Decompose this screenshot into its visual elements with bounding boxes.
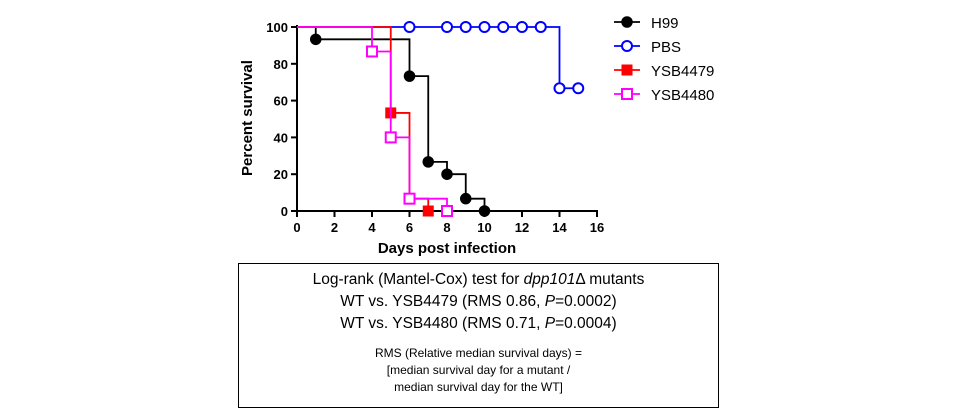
legend-label-h99: H99 [651, 15, 679, 32]
y-tick-label: 40 [274, 130, 288, 145]
statistics-box: Log-rank (Mantel-Cox) test for dpp101Δ m… [238, 263, 719, 408]
rms-definition: RMS (Relative median survival days) = [m… [239, 345, 718, 396]
legend-marker-pbs [621, 40, 633, 52]
survival-chart: 0 2 4 6 8 10 12 14 16 0 20 40 60 80 100 H99 PBS YSB4479 Y… [239, 15, 714, 257]
x-tick-label: 2 [331, 220, 338, 235]
data-point-pbs [534, 21, 547, 33]
legend-item-ysb4480: YSB4480 [614, 87, 714, 104]
data-point-ysb4480 [366, 45, 378, 58]
x-tick-label: 14 [552, 220, 567, 235]
data-point-h99 [403, 70, 416, 82]
y-tick-label: 100 [266, 20, 288, 35]
y-tick-label: 20 [274, 167, 288, 182]
x-tick-label: 12 [515, 220, 529, 235]
legend-item-pbs: PBS [614, 39, 681, 56]
data-point-pbs [572, 82, 585, 95]
data-point-pbs [478, 21, 491, 33]
data-point-pbs [516, 21, 528, 33]
legend-item-h99: H99 [614, 15, 679, 32]
rms-note-line-1: RMS (Relative median survival days) = [374, 346, 583, 360]
legend-marker-ysb4480 [621, 88, 633, 100]
gene-name: dpp101 [523, 271, 576, 288]
rms-note-line-3: median survival day for the WT] [394, 380, 563, 394]
data-point-pbs [441, 21, 453, 33]
x-axis-label: Days post infection [378, 240, 516, 257]
x-tick-label: 4 [368, 220, 376, 235]
chart-series [297, 21, 585, 217]
data-point-h99 [478, 205, 491, 217]
x-tick-label: 16 [590, 220, 604, 235]
legend-marker-h99 [621, 16, 633, 28]
series-ysb4480 [297, 26, 453, 217]
y-axis-label: Percent survival [239, 60, 256, 176]
stats-comparison-ysb4479: WT vs. YSB4479 (RMS 0.86, P=0.0002) [340, 293, 617, 310]
data-point-h99 [460, 192, 472, 205]
x-tick-label: 8 [443, 220, 450, 235]
data-point-h99 [310, 33, 322, 46]
y-tick-label: 80 [274, 57, 288, 72]
series-pbs [297, 21, 585, 95]
legend-label-ysb4480: YSB4480 [651, 87, 714, 104]
data-point-pbs [459, 21, 472, 33]
data-point-h99 [441, 168, 453, 180]
data-point-ysb4480 [441, 205, 453, 217]
legend-label-pbs: PBS [651, 39, 681, 56]
stats-test-title: Log-rank (Mantel-Cox) test for dpp101Δ m… [312, 271, 645, 288]
x-tick-label: 6 [406, 220, 413, 235]
data-point-ysb4480 [384, 131, 397, 144]
data-point-ysb4479 [422, 205, 434, 217]
stats-comparison-ysb4480: WT vs. YSB4480 (RMS 0.71, P=0.0004) [340, 315, 617, 332]
y-tick-label: 0 [281, 204, 288, 219]
rms-note-line-2: [median survival day for a mutant / [386, 363, 571, 377]
chart-axes: 0 2 4 6 8 10 12 14 16 0 20 40 60 80 100 [266, 20, 604, 235]
data-point-h99 [422, 156, 434, 168]
data-point-ysb4480 [403, 192, 416, 205]
y-tick-label: 60 [274, 94, 288, 109]
legend-marker-ysb4479 [621, 64, 633, 76]
chart-legend: H99 PBS YSB4479 YSB4480 [614, 15, 714, 104]
data-point-pbs [553, 82, 566, 95]
series-h99 [297, 26, 491, 217]
series-line-ysb4479 [297, 26, 430, 211]
series-ysb4479 [297, 26, 434, 217]
x-tick-label: 10 [477, 220, 491, 235]
series-line-pbs [297, 26, 579, 90]
legend-label-ysb4479: YSB4479 [651, 63, 714, 80]
data-point-pbs [497, 21, 510, 33]
x-tick-label: 0 [293, 220, 300, 235]
legend-item-ysb4479: YSB4479 [614, 63, 714, 80]
stats-main-text: Log-rank (Mantel-Cox) test for dpp101Δ m… [239, 269, 718, 335]
data-point-pbs [403, 21, 416, 33]
